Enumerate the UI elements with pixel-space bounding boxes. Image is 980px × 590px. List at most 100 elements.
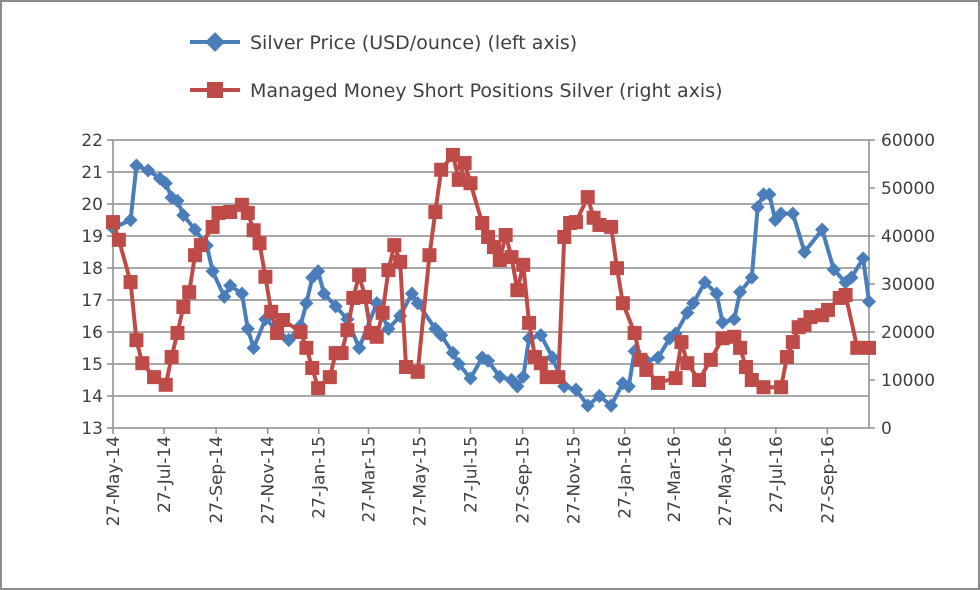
x-axis-tick-label: 27-May-14 xyxy=(104,436,124,526)
silver-price-point xyxy=(686,296,701,311)
x-axis-tick-label: 27-Nov-14 xyxy=(259,436,279,524)
x-axis-tick-label: 27-Jul-16 xyxy=(767,436,787,513)
short-positions-point xyxy=(504,250,519,265)
silver-price-point xyxy=(352,340,367,356)
silver-price-point xyxy=(504,372,519,388)
short-positions-point xyxy=(252,236,267,251)
silver-price-point xyxy=(510,379,525,394)
silver-price-point xyxy=(223,278,238,293)
right-axis-tick-label: 50000 xyxy=(881,179,935,199)
short-positions-point xyxy=(756,380,771,395)
silver-price-point xyxy=(240,321,255,336)
silver-price-point xyxy=(580,398,595,413)
silver-price-point xyxy=(404,286,419,301)
left-axis-tick-label: 19 xyxy=(81,227,103,247)
silver-price-point xyxy=(697,275,712,290)
silver-price-point xyxy=(533,328,548,343)
short-positions-point xyxy=(674,335,689,350)
short-positions-point xyxy=(322,370,337,385)
silver-price-point xyxy=(158,176,173,191)
short-positions-point xyxy=(434,162,449,177)
legend-shorts-label: Managed Money Short Positions Silver (ri… xyxy=(250,80,723,102)
silver-price-point xyxy=(732,284,748,300)
short-positions-point xyxy=(803,310,818,325)
silver-price-point xyxy=(311,264,326,279)
left-axis-tick-label: 13 xyxy=(81,419,103,439)
short-positions-point xyxy=(240,205,255,220)
short-positions-point xyxy=(193,238,208,253)
x-axis-tick-label: 27-May-15 xyxy=(411,436,431,526)
silver-price-point xyxy=(176,208,191,223)
short-positions-point xyxy=(258,269,273,284)
short-positions-point xyxy=(733,340,748,355)
short-positions-point xyxy=(539,370,554,385)
silver-price-point xyxy=(744,270,759,285)
silver-price-point xyxy=(680,305,695,320)
legend-silver-label: Silver Price (USD/ounce) (left axis) xyxy=(250,32,577,54)
short-positions-point xyxy=(399,360,414,375)
silver-price-point xyxy=(545,350,560,365)
x-axis-tick-label: 27-Jan-16 xyxy=(616,436,636,519)
silver-price-point xyxy=(246,340,261,356)
short-positions-point xyxy=(223,205,238,219)
short-positions-point xyxy=(680,356,695,371)
short-positions-point xyxy=(580,190,595,205)
short-positions-point xyxy=(410,364,425,379)
left-axis-tick-label: 16 xyxy=(81,323,103,343)
short-positions-point xyxy=(779,349,794,364)
left-axis-tick-label: 15 xyxy=(81,355,103,375)
short-positions-point xyxy=(211,205,226,220)
left-axis-tick-label: 22 xyxy=(81,131,103,151)
tick-labels: 13 14 15 16 17 18 19 20 21 22 0 10000 20000 30000 4000… xyxy=(81,131,935,526)
short-positions-point xyxy=(293,325,308,339)
silver-price-point xyxy=(381,321,396,336)
short-positions-point xyxy=(610,261,624,276)
short-positions-series xyxy=(106,147,876,396)
silver-price-point xyxy=(815,222,830,237)
x-axis-tick-label: 27-Sep-16 xyxy=(818,436,838,524)
short-positions-point xyxy=(387,238,402,253)
silver-price-point xyxy=(129,158,144,173)
short-positions-point xyxy=(568,215,583,230)
silver-price-point xyxy=(774,206,789,221)
silver-price-point xyxy=(299,296,314,311)
silver-price-point xyxy=(750,200,765,215)
short-positions-point xyxy=(475,216,490,231)
short-positions-point xyxy=(445,147,460,162)
silver-price-point xyxy=(281,332,296,348)
short-positions-point xyxy=(135,356,150,371)
silver-price-point xyxy=(170,193,185,208)
short-positions-point xyxy=(129,333,144,348)
left-axis-tick-label: 17 xyxy=(81,291,103,311)
short-positions-point xyxy=(463,176,478,191)
x-axis-tick-label: 27-Jul-15 xyxy=(461,436,481,513)
short-positions-point xyxy=(176,300,191,315)
silver-price-point xyxy=(234,286,250,301)
x-axis-tick-label: 27-Jan-15 xyxy=(310,436,330,519)
short-positions-point xyxy=(381,263,396,278)
short-positions-point xyxy=(422,248,437,263)
short-positions-point xyxy=(340,323,355,338)
short-positions-point xyxy=(668,371,683,386)
silver-price-point xyxy=(516,369,531,384)
silver-price-point xyxy=(445,345,460,360)
x-axis-tick-label: 27-Mar-16 xyxy=(665,436,685,523)
silver-price-point xyxy=(141,163,156,178)
axes xyxy=(107,139,875,434)
right-axis-tick-label: 40000 xyxy=(881,227,935,247)
short-positions-point xyxy=(510,283,525,298)
short-positions-point xyxy=(498,228,513,243)
short-positions-point xyxy=(334,346,349,361)
silver-price-point xyxy=(604,398,619,413)
short-positions-point xyxy=(164,349,179,364)
silver-price-point xyxy=(492,369,507,384)
silver-price-point xyxy=(187,222,203,237)
silver-price-point xyxy=(785,206,800,221)
short-positions-point xyxy=(738,360,753,375)
silver-price-point xyxy=(650,350,666,365)
x-axis-tick-label: 27-Mar-15 xyxy=(360,436,380,523)
short-positions-point xyxy=(358,289,372,304)
left-axis-tick-label: 14 xyxy=(81,387,103,407)
short-positions-point xyxy=(451,172,466,187)
